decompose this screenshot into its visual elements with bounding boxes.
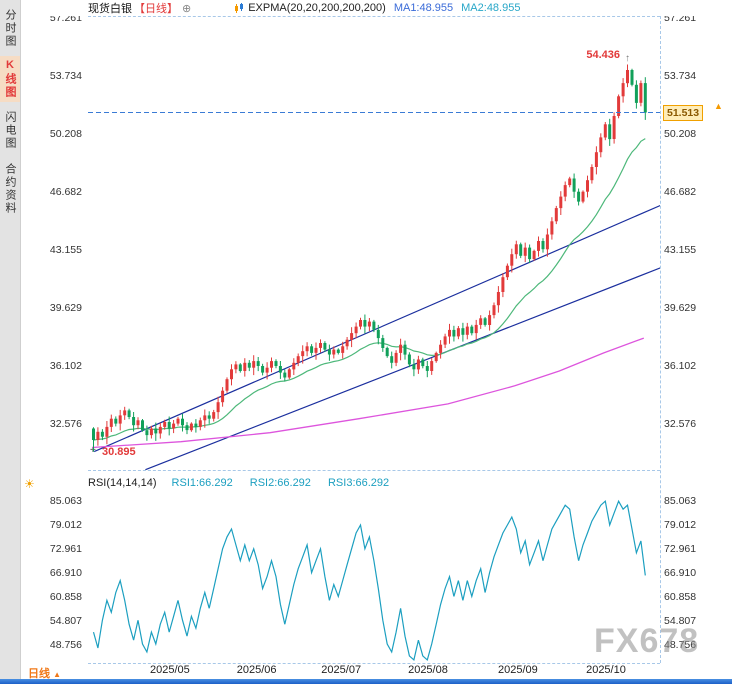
rsi-bottom-border: [88, 663, 660, 664]
rsi-axis-tick-right: 66.910: [664, 567, 697, 579]
x-axis-month-label: 2025/05: [149, 664, 190, 676]
rsi-axis-tick-right: 60.858: [664, 591, 697, 603]
sidebar-item-contract-info[interactable]: 合约资料: [4, 163, 16, 215]
sidebar: 分时图 K线图 闪电图 合约资料: [0, 0, 21, 684]
price-axis-tick-left: 46.682: [49, 186, 82, 198]
rsi-axis-tick-right: 54.807: [664, 615, 697, 627]
expma-indicator-icon: [233, 2, 245, 14]
high-point-arrow-icon: ↑: [625, 53, 630, 65]
x-axis-month-label: 2025/06: [236, 664, 277, 676]
period-selector-button[interactable]: 日线 ▲: [28, 665, 61, 681]
add-indicator-button[interactable]: ⊕: [182, 2, 192, 15]
x-axis-month-label: 2025/09: [497, 664, 538, 676]
price-axis-tick-left: 50.208: [49, 128, 82, 140]
chart-top-border: [88, 16, 660, 17]
rsi-axis-tick-left: 66.910: [49, 567, 82, 579]
chart-toolbar: 现货白银 【日线】 ⊕ EXPMA(20,20,200,200,200) MA1…: [20, 0, 732, 16]
rsi-axis-tick-left: 85.063: [49, 495, 82, 507]
rsi-axis-tick-left: 79.012: [49, 519, 82, 531]
rsi-settings-icon[interactable]: ☀: [24, 477, 35, 491]
sidebar-item-time-chart[interactable]: 分时图: [4, 8, 16, 48]
ma1-value: MA1:48.955: [393, 2, 454, 14]
price-axis-tick-left: 43.155: [49, 244, 82, 256]
high-price-marker: 54.436: [586, 49, 620, 62]
sidebar-item-lightning-chart[interactable]: 闪电图: [4, 110, 16, 150]
rsi1-value: RSI1:66.292: [171, 477, 233, 489]
ma2-value: MA2:48.955: [461, 2, 521, 14]
rsi-axis-tick-right: 85.063: [664, 495, 697, 507]
price-axis-tick-right: 32.576: [664, 418, 697, 430]
rsi-axis-tick-right: 48.756: [664, 639, 697, 651]
chart-right-border: [660, 16, 661, 663]
price-axis-tick-right: 43.155: [664, 244, 697, 256]
main-chart-canvas[interactable]: [88, 16, 662, 471]
price-axis-tick-right: 36.102: [664, 360, 697, 372]
rsi-axis-tick-left: 54.807: [49, 615, 82, 627]
rsi2-value: RSI2:66.292: [249, 477, 311, 489]
rsi-header: RSI(14,14,14) RSI1:66.292 RSI2:66.292 RS…: [88, 477, 403, 489]
price-axis-tick-right: 53.734: [664, 70, 697, 82]
price-axis-tick-left: 53.734: [49, 70, 82, 82]
low-point-cross-icon: +: [90, 444, 96, 456]
rsi-axis-tick-left: 60.858: [49, 591, 82, 603]
panel-separator: [88, 470, 660, 471]
x-axis-month-label: 2025/08: [408, 664, 448, 676]
price-axis-tick-left: 36.102: [49, 360, 82, 372]
price-axis-tick-right: 50.208: [664, 128, 697, 140]
price-alert-arrow-icon[interactable]: ▲: [714, 100, 723, 111]
fx678-watermark: FX678: [594, 622, 700, 660]
price-axis-tick-right: 46.682: [664, 186, 697, 198]
rsi-indicator-label: RSI(14,14,14): [88, 477, 157, 489]
bottom-scrollbar[interactable]: [0, 679, 732, 684]
price-axis-tick-right: 39.629: [664, 302, 697, 314]
symbol-label: 现货白银: [88, 3, 132, 15]
rsi-axis-tick-left: 72.961: [49, 543, 82, 555]
indicator-label: EXPMA(20,20,200,200,200): [248, 2, 386, 14]
rsi-axis-tick-right: 72.961: [664, 543, 697, 555]
period-label: 日线: [28, 668, 50, 680]
rsi3-value: RSI3:66.292: [327, 477, 390, 489]
rsi-axis-tick-right: 79.012: [664, 519, 697, 531]
low-price-marker: 30.895: [102, 445, 136, 458]
current-price-label: 51.513: [663, 104, 704, 121]
x-axis-month-label: 2025/07: [321, 664, 362, 676]
price-axis-tick-left: 32.576: [49, 418, 82, 430]
period-tag: 【日线】: [134, 3, 178, 15]
price-axis-tick-left: 39.629: [49, 302, 82, 314]
rsi-axis-tick-left: 48.756: [49, 639, 82, 651]
rsi-canvas[interactable]: [88, 497, 660, 663]
period-up-arrow-icon: ▲: [53, 670, 61, 679]
sidebar-item-kline-chart[interactable]: K线图: [0, 56, 20, 102]
x-axis-month-label: 2025/10: [586, 664, 626, 676]
